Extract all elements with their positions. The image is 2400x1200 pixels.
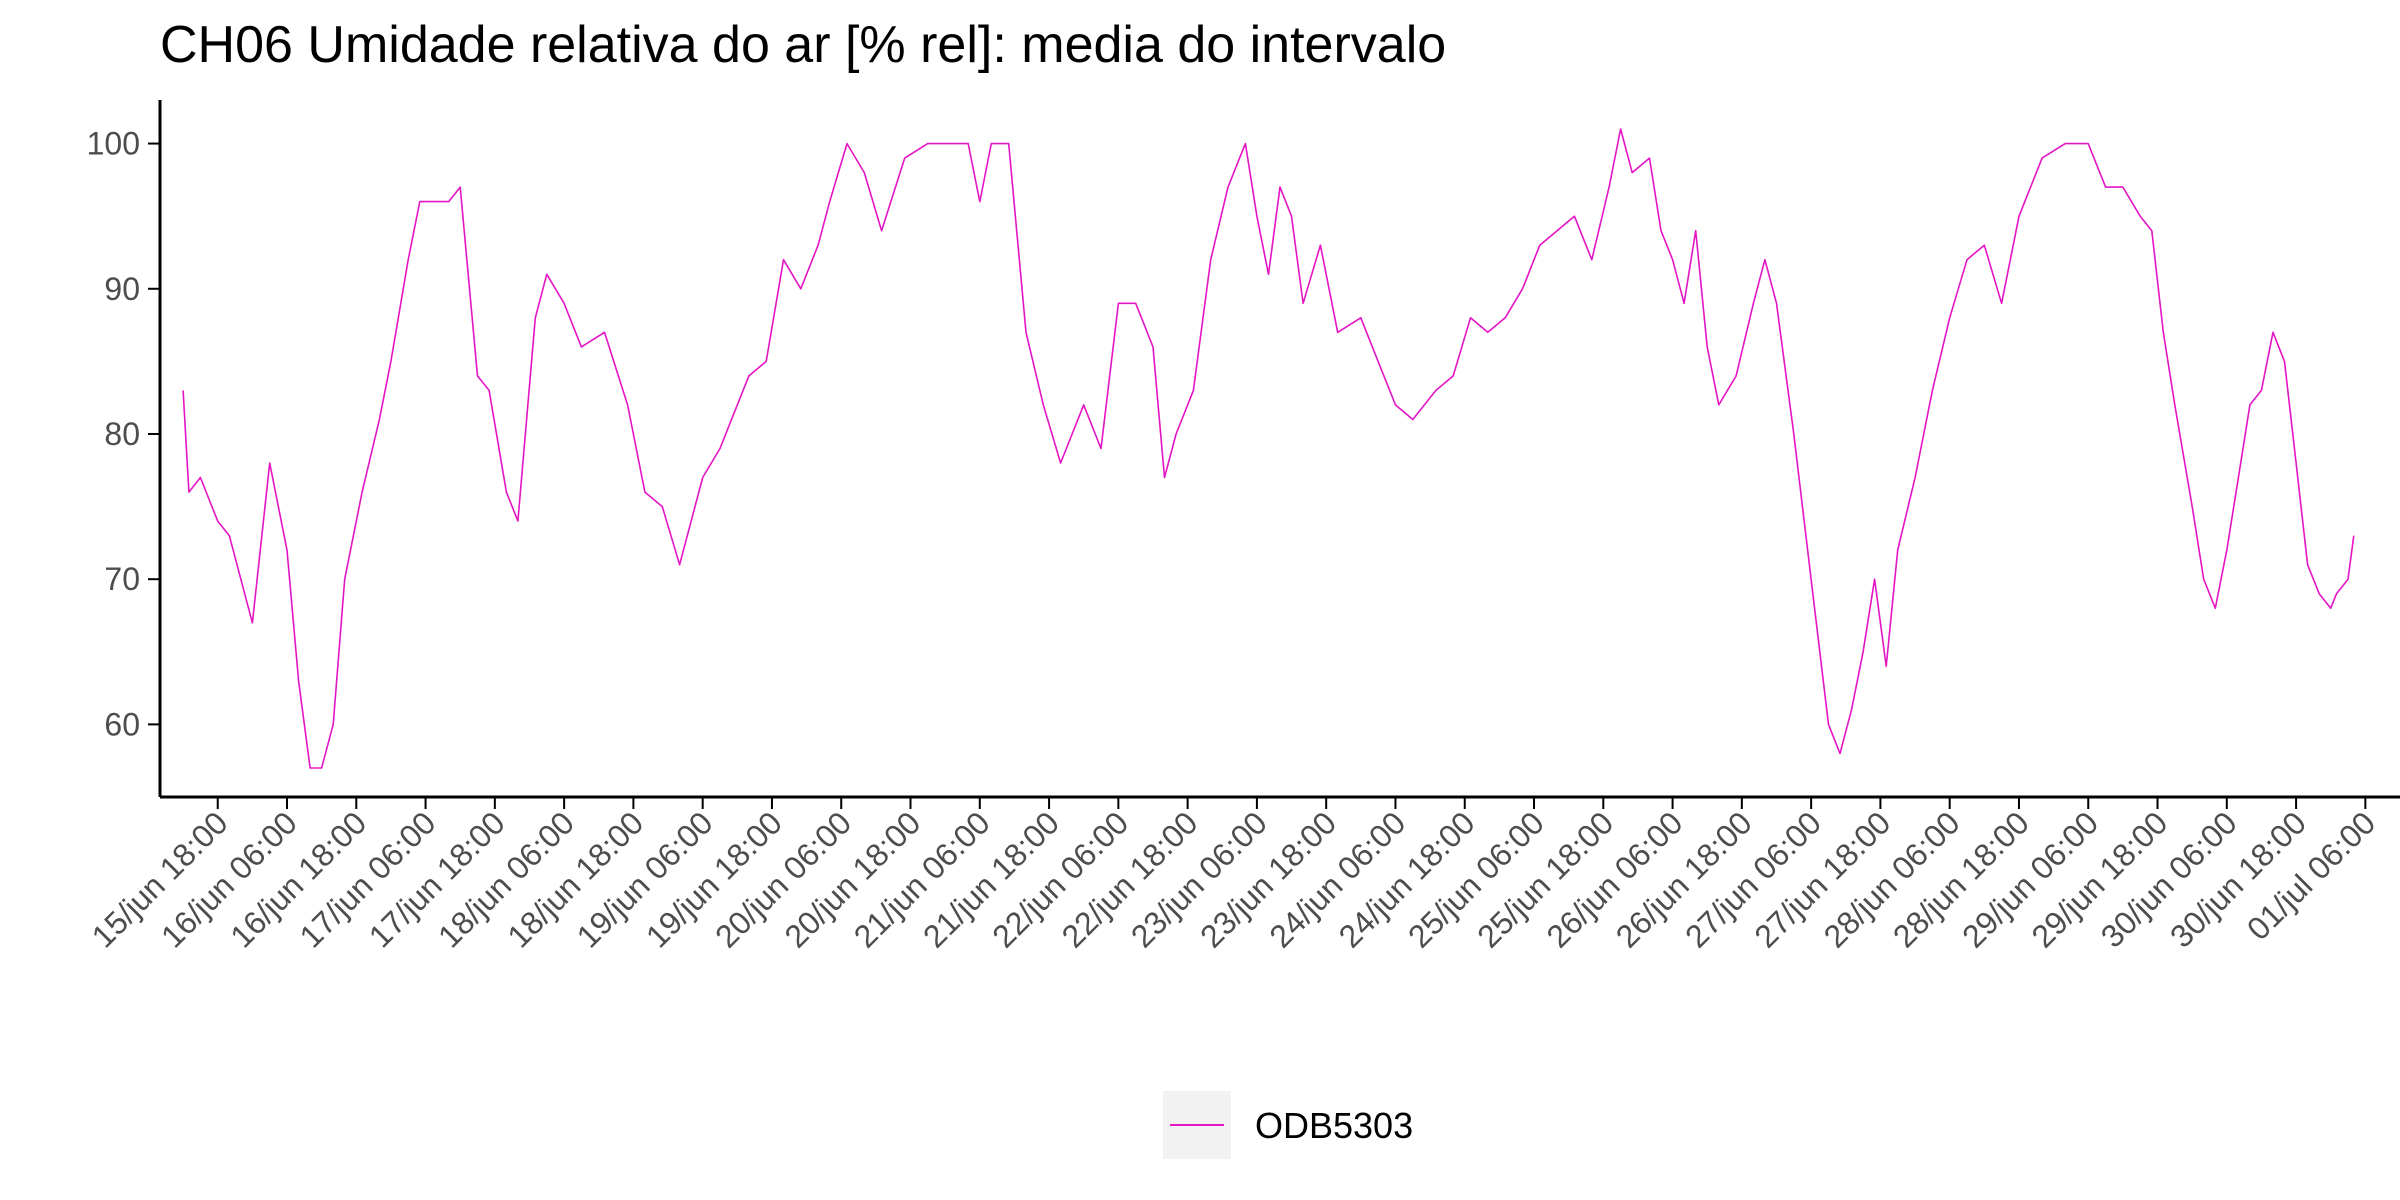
y-tick-label: 60 [104,706,140,742]
y-axis-ticks: 60 70 80 90 100 [87,126,160,742]
series-line-odb5303 [182,128,2355,769]
legend: ODB5303 [1163,1091,1413,1159]
chart-title: CH06 Umidade relativa do ar [% rel]: med… [160,16,1446,74]
legend-label-odb5303: ODB5303 [1255,1105,1413,1146]
y-tick-label: 70 [104,561,140,597]
y-tick-label: 90 [104,271,140,307]
y-tick-label: 80 [104,416,140,452]
y-tick-label: 100 [87,126,140,162]
